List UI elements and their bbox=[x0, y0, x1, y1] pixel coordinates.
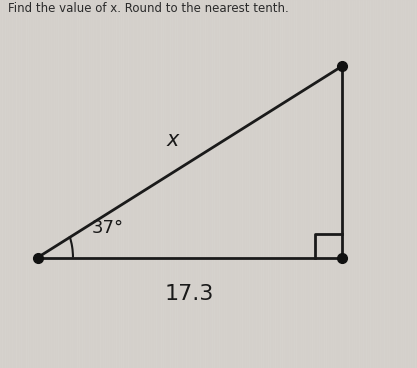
Text: 17.3: 17.3 bbox=[165, 284, 214, 304]
Text: Find the value of x. Round to the nearest tenth.: Find the value of x. Round to the neares… bbox=[8, 2, 289, 15]
Text: 37°: 37° bbox=[92, 219, 124, 237]
Text: x: x bbox=[167, 130, 179, 150]
